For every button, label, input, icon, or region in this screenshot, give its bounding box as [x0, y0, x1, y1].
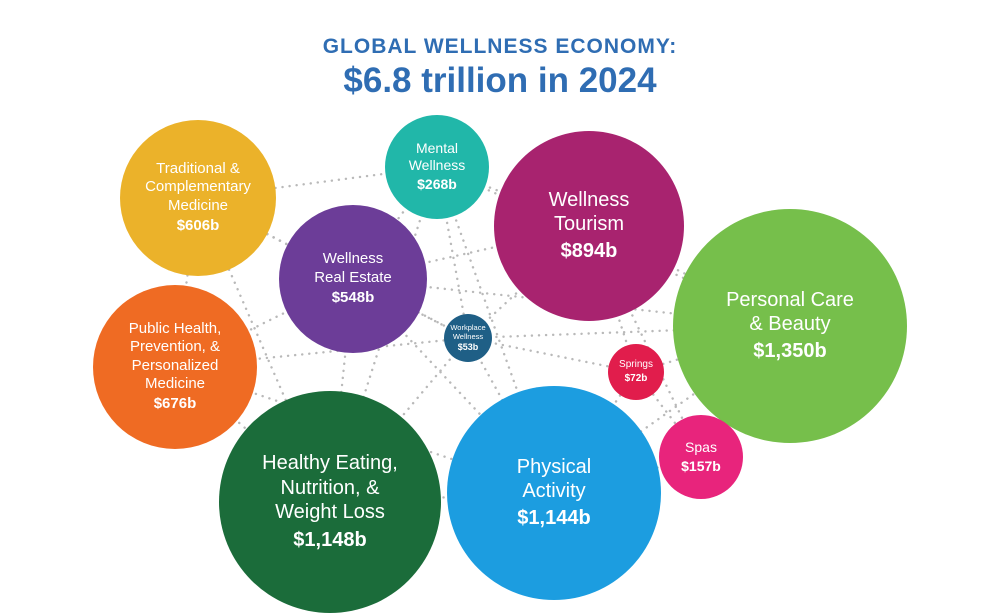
bubble-realestate: Wellness Real Estate $548b	[279, 205, 427, 353]
bubble-value: $1,148b	[293, 528, 367, 551]
connection-line	[466, 336, 556, 495]
bubble-label: Wellness Real Estate	[314, 250, 392, 286]
bubble-value: $72b	[624, 372, 648, 384]
title-line-2: $6.8 trillion in 2024	[343, 61, 657, 100]
bubble-eating: Healthy Eating, Nutrition, & Weight Loss…	[219, 391, 441, 613]
bubble-mental: Mental Wellness $268b	[385, 115, 489, 219]
bubble-label: Physical Activity	[516, 455, 592, 502]
bubble-workplace: Workplace Wellness $53b	[444, 314, 492, 362]
bubble-label: Public Health, Prevention, & Personalize…	[128, 320, 222, 392]
bubble-spas: Spas $157b	[659, 415, 743, 499]
bubble-value: $1,144b	[517, 507, 591, 530]
connection-line	[173, 277, 355, 369]
bubble-beauty: Personal Care & Beauty $1,350b	[673, 209, 907, 443]
bubble-value: $676b	[153, 395, 197, 413]
bubble-label: Workplace Wellness	[450, 322, 486, 341]
connection-line	[435, 165, 556, 495]
title-line-1: GLOBAL WELLNESS ECONOMY:	[322, 35, 678, 58]
bubble-value: $606b	[176, 217, 220, 235]
bubble-label: Mental Wellness	[408, 140, 466, 174]
connection-line	[196, 165, 439, 200]
bubble-label: Springs	[619, 358, 653, 370]
bubble-label: Healthy Eating, Nutrition, & Weight Loss	[262, 452, 398, 524]
bubble-value: $268b	[417, 176, 457, 193]
bubble-value: $894b	[560, 240, 618, 263]
bubble-tourism: Wellness Tourism $894b	[494, 131, 684, 321]
bubble-springs: Springs $72b	[608, 344, 664, 400]
connection-line	[435, 165, 792, 328]
bubble-label: Traditional & Complementary Medicine	[145, 160, 251, 214]
bubble-tcm: Traditional & Complementary Medicine $606…	[120, 120, 276, 276]
bubble-value: $548b	[331, 288, 375, 306]
bubble-physical: Physical Activity $1,144b	[447, 386, 661, 600]
connection-line	[351, 224, 591, 281]
bubble-label: Wellness Tourism	[548, 188, 630, 235]
bubble-label: Spas	[685, 438, 717, 455]
title-block: GLOBAL WELLNESS ECONOMY: $6.8 trillion i…	[0, 34, 1000, 102]
bubble-value: $53b	[457, 342, 479, 353]
bubble-label: Personal Care & Beauty	[726, 288, 854, 335]
bubble-value: $1,350b	[753, 340, 827, 363]
bubble-value: $157b	[681, 457, 721, 474]
bubble-public: Public Health, Prevention, & Personalize…	[93, 285, 257, 449]
